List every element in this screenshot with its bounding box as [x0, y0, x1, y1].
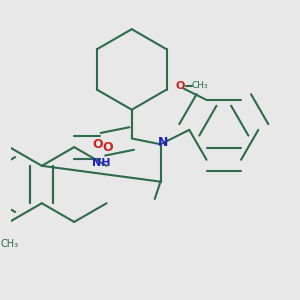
Text: O: O [176, 81, 185, 91]
Text: CH₃: CH₃ [0, 238, 19, 248]
Text: CH₃: CH₃ [191, 81, 208, 90]
Text: NH: NH [92, 158, 110, 168]
Text: N: N [158, 136, 169, 149]
Text: O: O [102, 141, 112, 154]
Text: O: O [92, 138, 103, 151]
